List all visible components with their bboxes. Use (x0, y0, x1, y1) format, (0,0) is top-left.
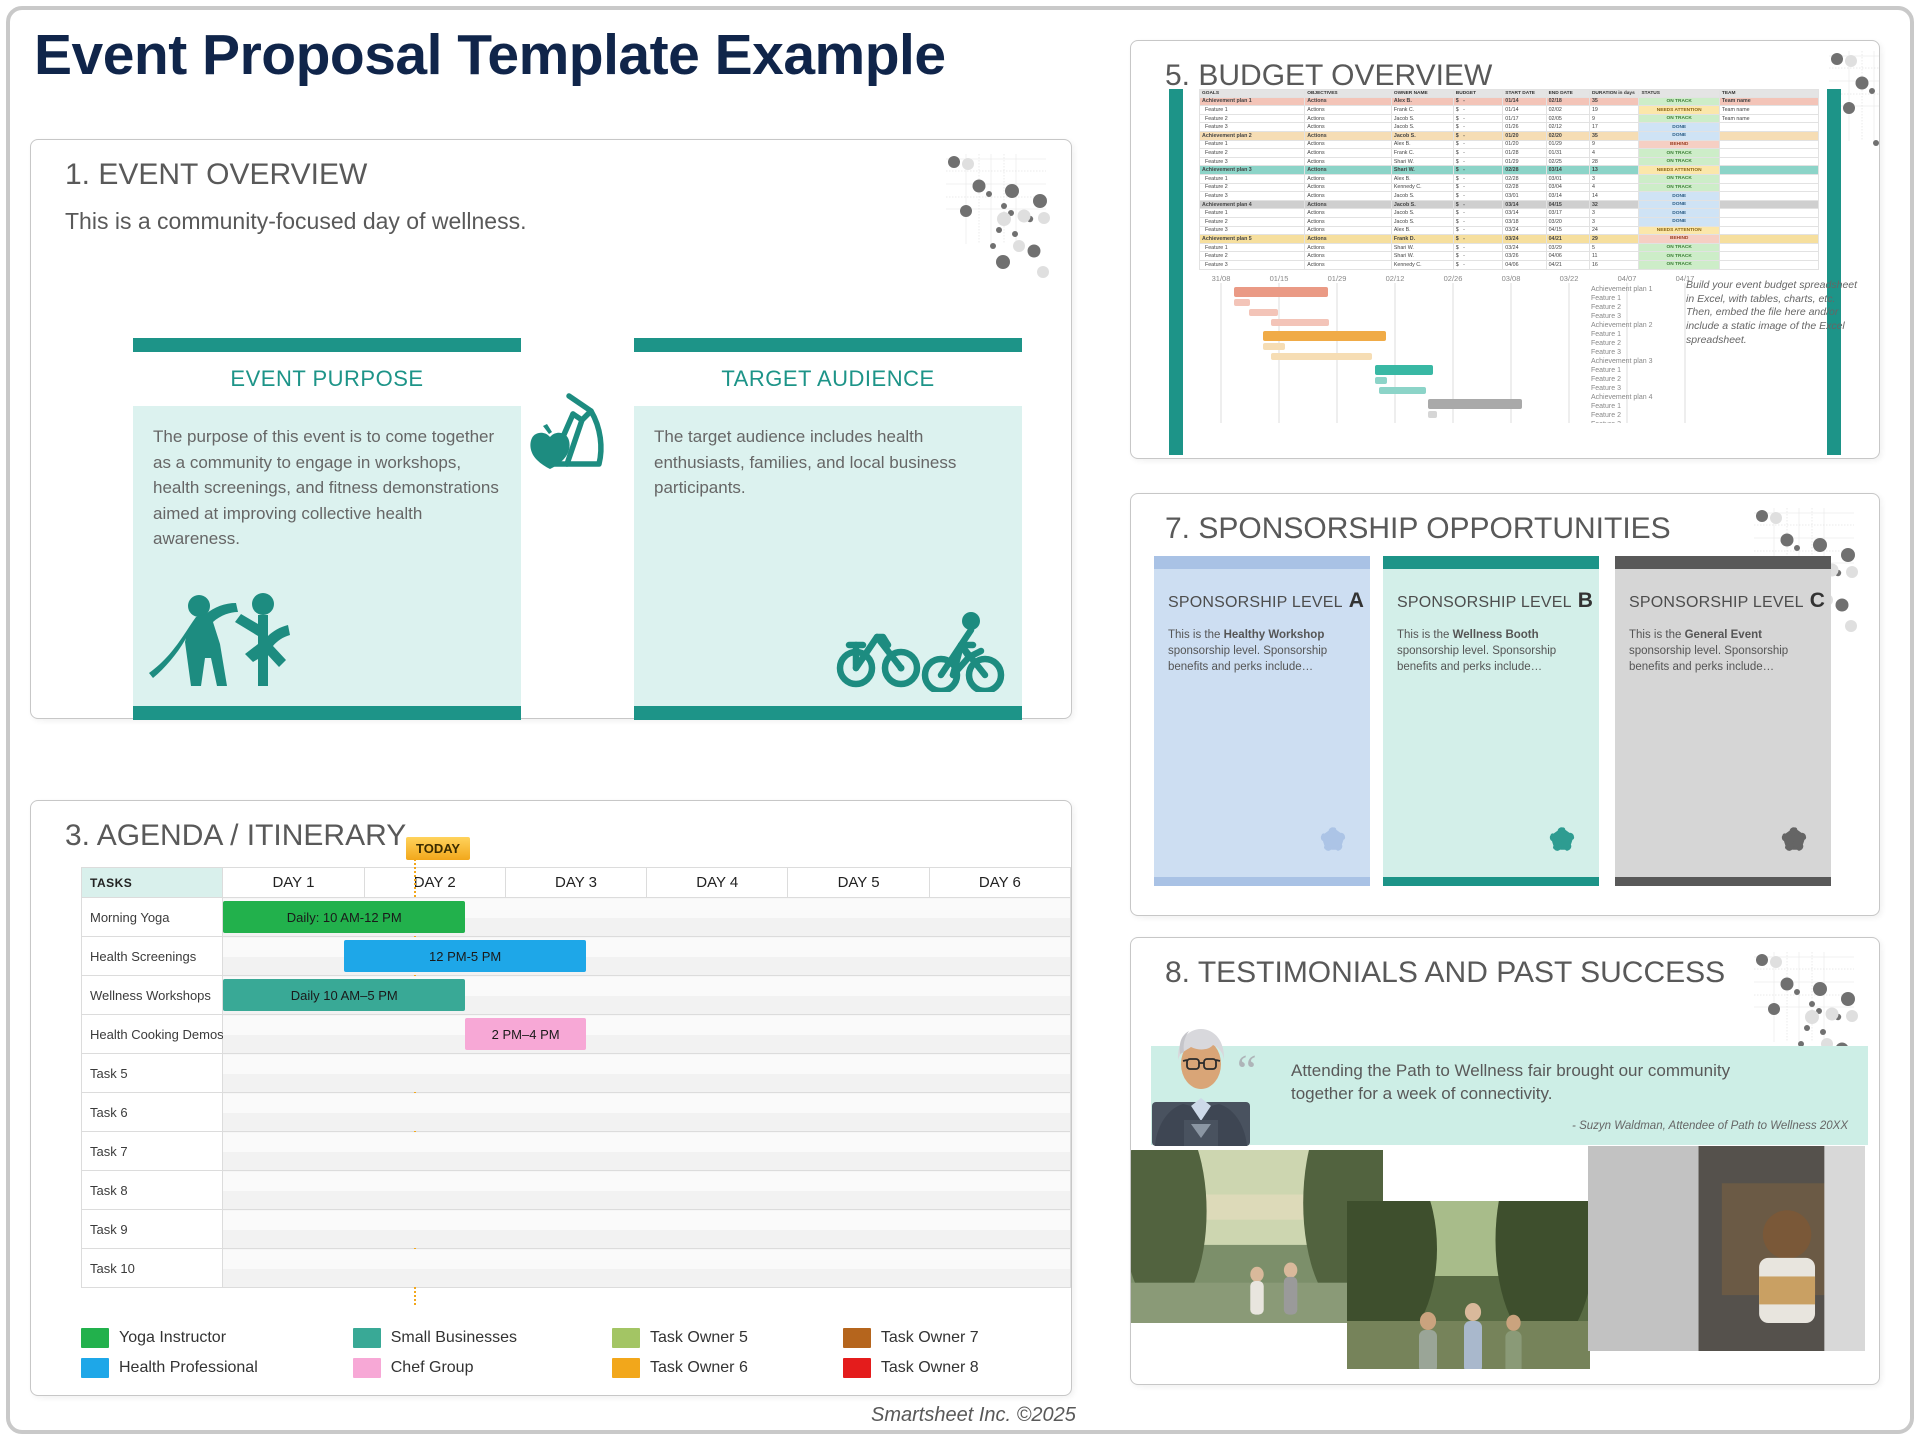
svg-text:Feature 2: Feature 2 (1591, 412, 1621, 419)
svg-text:04/07: 04/07 (1618, 274, 1637, 283)
svg-text:Feature 1: Feature 1 (1591, 295, 1621, 302)
svg-text:Feature 3: Feature 3 (1591, 313, 1621, 320)
svg-text:Feature 3: Feature 3 (1591, 349, 1621, 356)
svg-text:Feature 2: Feature 2 (1591, 376, 1621, 383)
svg-text:01/29: 01/29 (1328, 274, 1347, 283)
svg-text:31/08: 31/08 (1212, 274, 1231, 283)
svg-text:Feature 1: Feature 1 (1591, 367, 1621, 374)
svg-text:Achievement plan 4: Achievement plan 4 (1591, 394, 1653, 401)
svg-text:Achievement plan 2: Achievement plan 2 (1591, 322, 1653, 329)
svg-text:Feature 3: Feature 3 (1591, 421, 1621, 423)
svg-text:Feature 3: Feature 3 (1591, 385, 1621, 392)
svg-text:Feature 2: Feature 2 (1591, 340, 1621, 347)
svg-text:02/12: 02/12 (1386, 274, 1405, 283)
svg-text:Achievement plan 1: Achievement plan 1 (1591, 286, 1653, 293)
svg-text:01/15: 01/15 (1270, 274, 1289, 283)
svg-text:Feature 2: Feature 2 (1591, 304, 1621, 311)
svg-text:03/22: 03/22 (1560, 274, 1579, 283)
svg-text:Feature 1: Feature 1 (1591, 331, 1621, 338)
svg-text:Feature 1: Feature 1 (1591, 403, 1621, 410)
svg-text:Achievement plan 3: Achievement plan 3 (1591, 358, 1653, 365)
svg-text:02/26: 02/26 (1444, 274, 1463, 283)
svg-text:03/08: 03/08 (1502, 274, 1521, 283)
